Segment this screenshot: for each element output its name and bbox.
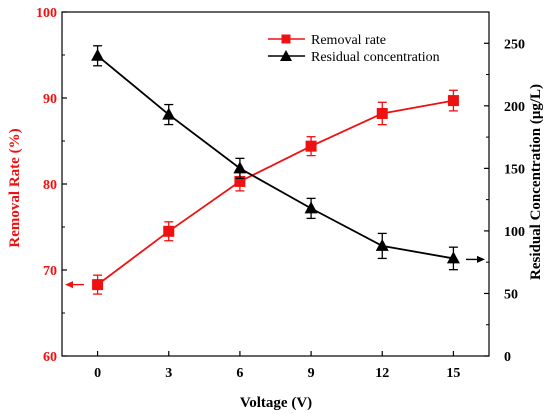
left-tick-label: 70 [43, 264, 57, 279]
series-layer [91, 45, 460, 295]
data-point [234, 175, 246, 187]
x-tick-label: 12 [375, 366, 389, 381]
right-tick-label: 0 [504, 350, 511, 365]
data-point [163, 225, 175, 237]
ticks: 0 3 6 9 12 15 60 70 80 90 100 0 50 100 150 200 250 [36, 6, 525, 381]
legend-entry-removal-rate: Removal rate [268, 33, 386, 48]
x-axis-title: Voltage (V) [240, 395, 312, 411]
right-tick-label: 50 [504, 287, 518, 302]
axis-arrows [65, 255, 485, 289]
right-axis-arrow-head [477, 255, 485, 263]
data-point [446, 251, 460, 264]
x-tick-label: 3 [165, 366, 172, 381]
left-tick-label: 90 [43, 92, 57, 107]
data-point [304, 201, 318, 214]
left-tick-label: 80 [43, 178, 57, 193]
legend: Removal rate Residual concentration [268, 33, 440, 65]
x-tick-label: 15 [446, 366, 460, 381]
series-line [97, 55, 454, 260]
data-point [375, 238, 389, 251]
left-tick-label: 60 [43, 350, 57, 365]
data-point [376, 107, 388, 119]
data-point [305, 140, 317, 152]
data-point [162, 107, 176, 120]
series-residual-concentration [91, 45, 460, 271]
series-line [97, 99, 454, 286]
series-removal-rate [92, 89, 459, 295]
legend-label-residual-concentration: Residual concentration [311, 50, 440, 65]
left-axis-title: Removal Rate (%) [7, 128, 23, 247]
data-point [447, 95, 459, 107]
data-point [233, 161, 247, 174]
right-axis-title: Residual Concentration (μg/L) [528, 84, 544, 280]
x-tick-label: 9 [308, 366, 315, 381]
data-point [91, 48, 105, 61]
right-tick-label: 250 [504, 37, 525, 52]
x-tick-label: 0 [94, 366, 101, 381]
left-axis-arrow-head [65, 281, 73, 289]
right-tick-label: 150 [504, 162, 525, 177]
x-tick-label: 6 [236, 366, 243, 381]
right-tick-label: 100 [504, 225, 525, 240]
right-tick-label: 200 [504, 100, 525, 115]
legend-label-removal-rate: Removal rate [311, 33, 386, 48]
legend-entry-residual-concentration: Residual concentration [268, 50, 440, 65]
left-tick-label: 100 [36, 6, 57, 21]
data-point [92, 279, 104, 291]
